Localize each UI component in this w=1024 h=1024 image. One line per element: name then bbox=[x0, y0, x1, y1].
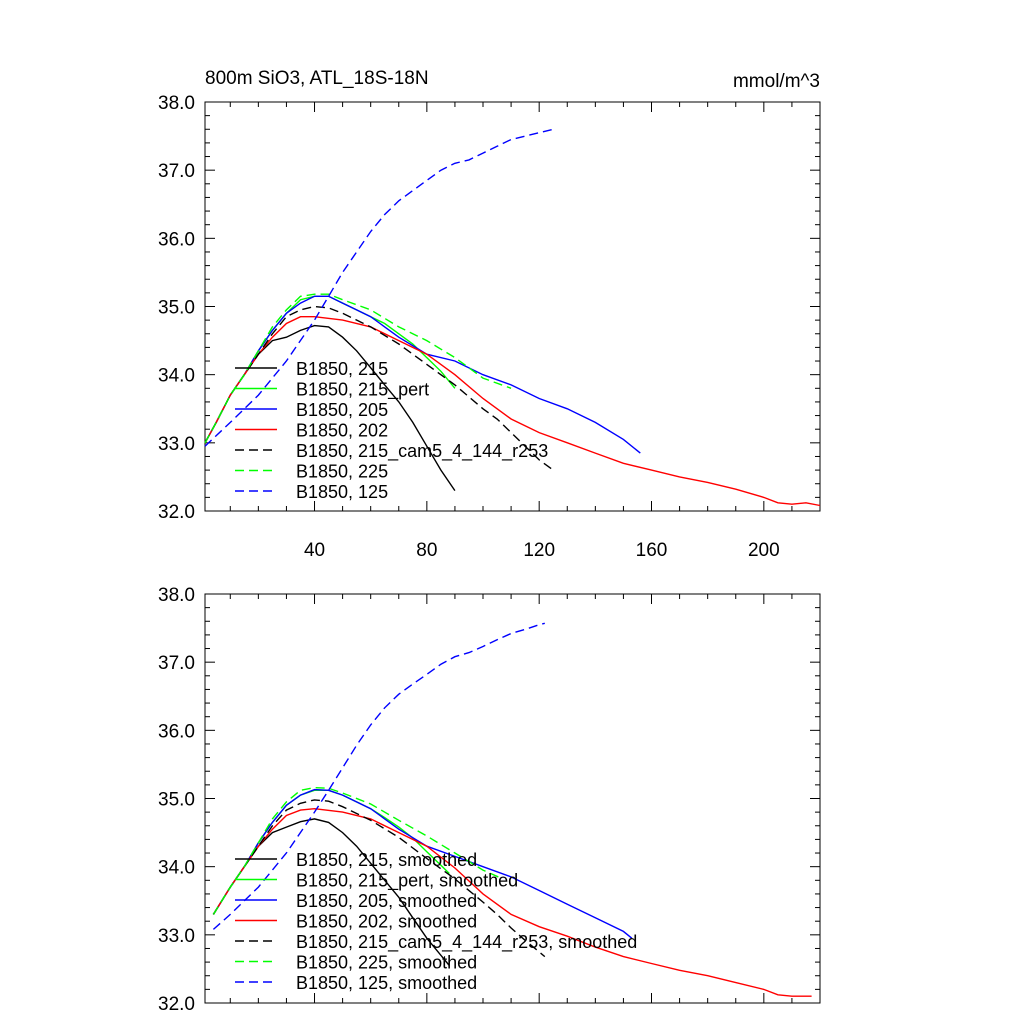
legend-label: B1850, 215_cam5_4_144_r253 bbox=[296, 441, 548, 462]
x-tick-label: 40 bbox=[304, 540, 325, 561]
legend-label: B1850, 125 bbox=[296, 482, 388, 502]
legend-label: B1850, 202 bbox=[296, 421, 388, 441]
y-tick-label: 33.0 bbox=[158, 434, 195, 455]
series-line bbox=[212, 786, 503, 915]
bottom-panel: 32.0 33.0 34.0 35.0 36.0 37.0 38.0 B1850, 215, … bbox=[158, 585, 821, 1015]
chart-title: 800m SiO3, ATL_18S-18N bbox=[205, 68, 429, 89]
x-tick-label: 200 bbox=[748, 540, 780, 561]
legend-label: B1850, 205, smoothed bbox=[296, 891, 477, 911]
series-line bbox=[204, 316, 821, 507]
legend-label: B1850, 215_cam5_4_144_r253, smoothed bbox=[296, 932, 637, 953]
y-tick-label: 34.0 bbox=[158, 366, 195, 387]
legend-label: B1850, 215 bbox=[296, 359, 388, 379]
series-line bbox=[212, 799, 546, 958]
series-line bbox=[204, 128, 554, 447]
y-tick-label: 37.0 bbox=[158, 653, 195, 674]
series-line bbox=[204, 295, 641, 454]
legend-label: B1850, 202, smoothed bbox=[296, 912, 477, 932]
y-tick-label: 38.0 bbox=[158, 585, 195, 606]
legend-label: B1850, 215, smoothed bbox=[296, 850, 477, 870]
legend-label: B1850, 125, smoothed bbox=[296, 973, 477, 993]
x-tick-label: 80 bbox=[416, 540, 437, 561]
legend-label: B1850, 225 bbox=[296, 462, 388, 482]
y-tick-label: 37.0 bbox=[158, 161, 195, 182]
y-tick-label: 36.0 bbox=[158, 721, 195, 742]
series-line bbox=[212, 807, 812, 997]
y-tick-label: 36.0 bbox=[158, 229, 195, 250]
y-tick-label: 32.0 bbox=[158, 994, 195, 1015]
y-tick-label: 33.0 bbox=[158, 926, 195, 947]
series-line bbox=[212, 622, 545, 930]
units-label: mmol/m^3 bbox=[733, 71, 820, 92]
legend-label: B1850, 215_pert bbox=[296, 380, 429, 401]
y-tick-label: 34.0 bbox=[158, 858, 195, 879]
legend-label: B1850, 215_pert, smoothed bbox=[296, 871, 518, 892]
y-tick-label: 32.0 bbox=[158, 502, 195, 523]
y-tick-label: 35.0 bbox=[158, 298, 195, 319]
series-line bbox=[204, 293, 512, 444]
x-tick-label: 160 bbox=[636, 540, 668, 561]
top-panel: 32.0 33.0 34.0 35.0 36.0 37.0 38.0 40 80 120 160 20… bbox=[158, 93, 821, 561]
x-tick-label: 120 bbox=[523, 540, 555, 561]
legend-label: B1850, 225, smoothed bbox=[296, 953, 477, 973]
y-tick-label: 38.0 bbox=[158, 93, 195, 114]
y-tick-label: 35.0 bbox=[158, 790, 195, 811]
legend-label: B1850, 205 bbox=[296, 400, 388, 420]
